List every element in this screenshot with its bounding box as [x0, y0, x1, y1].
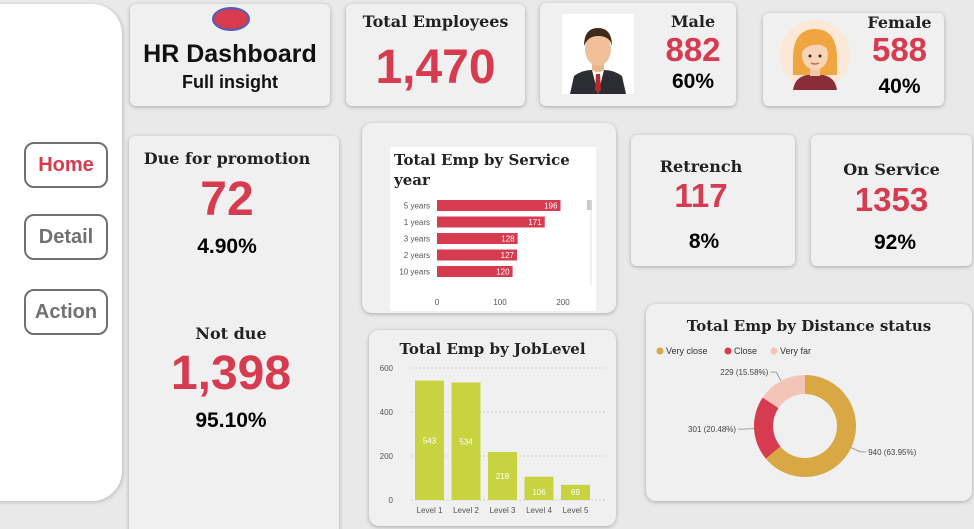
- not-due-value: 1,398: [170, 347, 292, 400]
- service-year-tick-label: 3 years: [404, 235, 430, 244]
- distance-chart-title: Total Emp by Distance status: [686, 317, 932, 335]
- female-label: Female: [867, 13, 932, 32]
- service-year-chart-title: Total Emp by Service year: [394, 151, 570, 189]
- male-card: Male 882 60%: [540, 3, 736, 106]
- service-year-bar[interactable]: [437, 233, 518, 244]
- female-avatar-icon: [779, 19, 851, 91]
- distance-data-label: 301 (20.48%): [688, 425, 736, 434]
- female-card: Female 588 40%: [763, 13, 944, 106]
- distance-leader-line: [770, 371, 782, 382]
- service-year-data-label: 127: [501, 251, 515, 260]
- total-employees-label: Total Employees: [362, 12, 509, 31]
- service-year-data-label: 196: [544, 202, 558, 211]
- job-level-x-tick: Level 5: [563, 506, 589, 515]
- male-value: 882: [665, 31, 721, 68]
- job-level-x-tick: Level 4: [526, 506, 552, 515]
- job-level-data-label: 69: [571, 488, 580, 497]
- retrench-percent: 8%: [688, 230, 720, 253]
- job-level-y-tick: 200: [380, 452, 394, 461]
- service-year-bar[interactable]: [437, 216, 545, 228]
- male-label: Male: [670, 12, 716, 31]
- job-level-data-label: 106: [532, 488, 546, 497]
- due-promotion-percent: 4.90%: [197, 235, 257, 258]
- service-year-tick-label: 1 years: [404, 218, 430, 227]
- distance-legend-marker: [770, 347, 778, 355]
- service-year-x-tick: 0: [435, 298, 440, 307]
- job-level-data-label: 534: [459, 437, 473, 446]
- nav-action-button[interactable]: Action: [24, 289, 108, 335]
- on-service-value: 1353: [854, 181, 929, 218]
- on-service-card: On Service 1353 92%: [811, 135, 972, 266]
- job-level-chart-title: Total Emp by JobLevel: [399, 340, 586, 358]
- job-level-x-tick: Level 1: [417, 506, 443, 515]
- distance-legend-marker: [656, 347, 664, 355]
- distance-legend-label[interactable]: Close: [734, 346, 757, 356]
- female-value: 588: [871, 31, 928, 68]
- distance-svg: Very close Close Very far 940 (63.95%) 301 …: [656, 346, 917, 477]
- distance-donut-slice[interactable]: [762, 375, 805, 409]
- job-level-bar[interactable]: [451, 382, 481, 500]
- distance-leader-line: [738, 428, 755, 430]
- service-year-x-tick: 100: [493, 298, 507, 307]
- distance-legend-label[interactable]: Very close: [666, 346, 708, 356]
- service-year-chart: Total Emp by Service year 5 years 196 1 ye…: [390, 147, 596, 311]
- page-subtitle: Full insight: [182, 72, 278, 92]
- job-level-bar[interactable]: [488, 452, 517, 500]
- on-service-percent: 92%: [873, 231, 917, 254]
- promotion-card: Due for promotion 72 4.90% Not due 1,398…: [129, 136, 339, 529]
- service-year-bar[interactable]: [437, 200, 561, 211]
- distance-donut-slice[interactable]: [765, 375, 856, 477]
- job-level-svg: 0 200 400 600 543 Level 1 534 Level 2 218 Level …: [380, 364, 607, 515]
- retrench-label: Retrench: [659, 157, 743, 176]
- job-level-data-label: 218: [496, 472, 510, 481]
- job-level-bar[interactable]: [415, 380, 444, 500]
- service-year-x-tick: 200: [556, 298, 570, 307]
- service-year-svg: 5 years 196 1 years 171 3 years 128 2 years 127…: [399, 200, 592, 307]
- due-promotion-label: Due for promotion: [143, 149, 311, 168]
- service-year-bar[interactable]: [437, 266, 513, 277]
- job-level-bar[interactable]: [561, 484, 590, 500]
- not-due-percent: 95.10%: [195, 409, 267, 432]
- service-year-tick-label: 2 years: [404, 251, 430, 260]
- on-service-label: On Service: [843, 160, 940, 179]
- job-level-y-tick: 0: [389, 496, 394, 505]
- retrench-card: Retrench 117 8%: [631, 135, 795, 266]
- service-year-tick-label: 10 years: [399, 268, 430, 277]
- total-employees-card: Total Employees 1,470: [346, 4, 525, 106]
- distance-card: Total Emp by Distance status Very close C…: [646, 304, 972, 501]
- distance-legend-marker: [724, 347, 732, 355]
- service-year-tick-label: 5 years: [404, 202, 430, 211]
- service-year-bar[interactable]: [437, 249, 518, 261]
- job-level-x-tick: Level 3: [490, 506, 516, 515]
- header-card: HR Dashboard Full insight: [130, 4, 330, 106]
- job-level-card: Total Emp by JobLevel 0 200 400 600 543 Leve…: [369, 330, 616, 526]
- service-year-data-label: 128: [501, 235, 515, 244]
- job-level-bar[interactable]: [524, 476, 554, 500]
- total-employees-value: 1,470: [375, 41, 496, 94]
- due-promotion-value: 72: [200, 173, 254, 226]
- logo-icon: [212, 7, 250, 31]
- service-year-card: Total Emp by Service year 5 years 196 1 ye…: [362, 123, 616, 313]
- male-percent: 60%: [671, 70, 715, 93]
- page-title: HR Dashboard: [143, 40, 317, 68]
- distance-leader-line: [851, 447, 867, 453]
- distance-data-label: 940 (63.95%): [868, 448, 916, 457]
- female-percent: 40%: [878, 75, 921, 98]
- job-level-y-tick: 600: [380, 364, 394, 373]
- job-level-data-label: 543: [423, 436, 437, 445]
- chart-scrollbar[interactable]: [587, 200, 592, 210]
- nav-home-button[interactable]: Home: [24, 142, 108, 188]
- distance-legend-label[interactable]: Very far: [780, 346, 811, 356]
- male-avatar-icon: [562, 14, 634, 94]
- retrench-value: 117: [674, 177, 728, 214]
- distance-data-label: 229 (15.58%): [720, 368, 768, 377]
- distance-donut-slice[interactable]: [754, 397, 781, 459]
- job-level-x-tick: Level 2: [453, 506, 479, 515]
- job-level-y-tick: 400: [380, 408, 394, 417]
- not-due-label: Not due: [195, 324, 267, 343]
- service-year-data-label: 120: [496, 268, 510, 277]
- service-year-data-label: 171: [528, 218, 542, 227]
- nav-detail-button[interactable]: Detail: [24, 214, 108, 260]
